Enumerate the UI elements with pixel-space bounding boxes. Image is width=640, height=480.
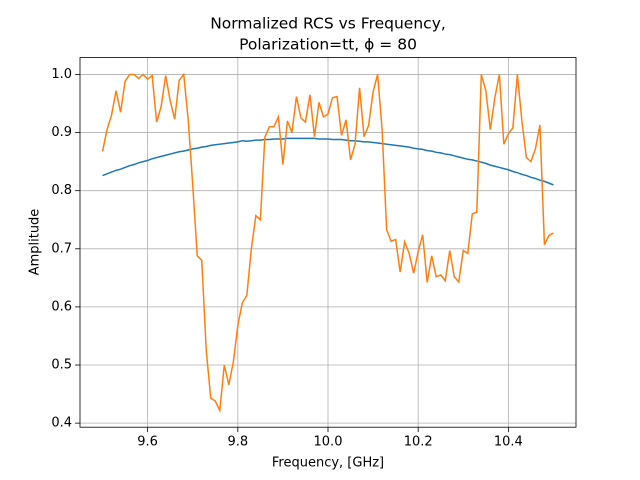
y-tick-label: 0.5 bbox=[51, 358, 72, 373]
chart-title: Polarization=tt, ϕ = 80 bbox=[239, 36, 417, 54]
x-tick-label: 10.4 bbox=[494, 435, 523, 450]
plot-frame bbox=[79, 57, 577, 428]
data-line bbox=[101, 72, 554, 414]
x-tick-label: 9.8 bbox=[227, 435, 248, 450]
y-tick-label: 0.7 bbox=[51, 241, 72, 256]
x-tick-label: 10.2 bbox=[404, 435, 433, 450]
y-tick-label: 0.8 bbox=[51, 183, 72, 198]
y-tick-label: 1.0 bbox=[51, 67, 72, 82]
x-axis-label: Frequency, [GHz] bbox=[272, 456, 384, 471]
x-tick-label: 10.0 bbox=[314, 435, 343, 450]
chart-title: Normalized RCS vs Frequency, bbox=[210, 15, 446, 33]
y-tick-label: 0.6 bbox=[51, 299, 72, 314]
y-tick-label: 0.4 bbox=[51, 416, 72, 431]
y-axis-label: Amplitude bbox=[28, 209, 43, 276]
y-tick-label: 0.9 bbox=[51, 125, 72, 140]
x-tick-label: 9.6 bbox=[137, 435, 158, 450]
